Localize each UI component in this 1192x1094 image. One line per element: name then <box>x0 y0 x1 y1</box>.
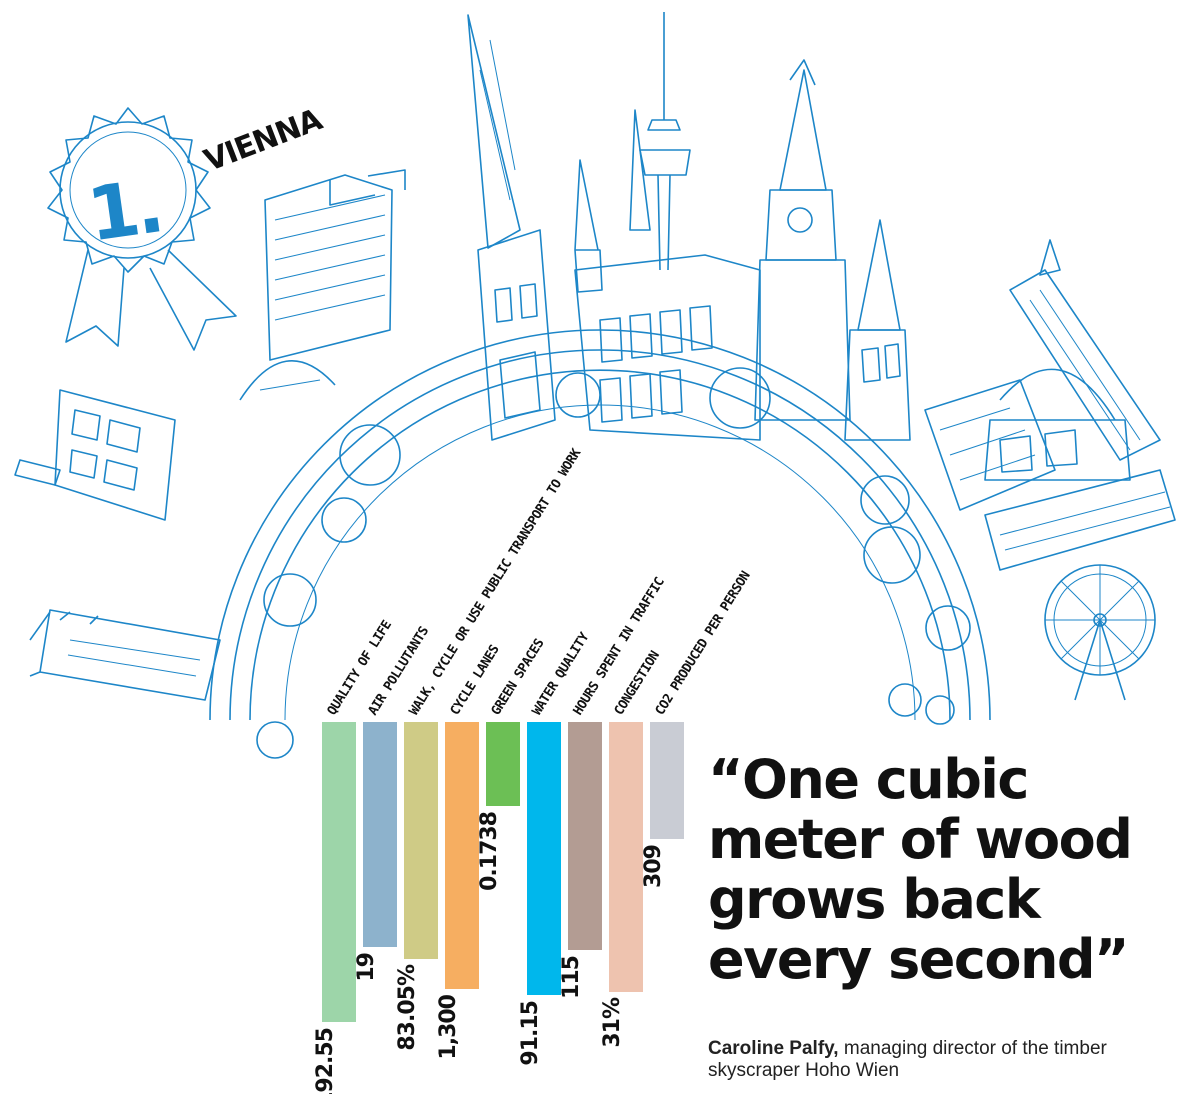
category-label: CO2 PRODUCED PER PERSON <box>653 569 754 719</box>
value-label: 31% <box>600 997 625 1048</box>
bar-4 <box>445 722 479 989</box>
value-label: 83.05% <box>395 964 420 1051</box>
bar-9 <box>650 722 684 839</box>
bar-2 <box>363 722 397 947</box>
value-label: 309 <box>641 845 666 888</box>
bar-7 <box>568 722 602 950</box>
bar-3 <box>404 722 438 959</box>
pull-quote: “One cubic meter of wood grows back ever… <box>708 748 1133 991</box>
value-label: 91.15 <box>518 1001 543 1066</box>
value-label: 19 <box>354 953 379 982</box>
bar-6 <box>527 722 561 995</box>
attribution: Caroline Palfy, managing director of the… <box>708 1038 1178 1082</box>
value-label: 0.1738 <box>477 812 502 891</box>
attribution-role: managing director of the timber skyscrap… <box>708 1038 1107 1081</box>
bar-8 <box>609 722 643 992</box>
bar-1 <box>322 722 356 1022</box>
bar-5 <box>486 722 520 806</box>
value-label: 115 <box>559 956 584 999</box>
value-label: 192.55 <box>313 1028 338 1094</box>
value-label: 1,300 <box>436 994 461 1059</box>
rank-number: 1. <box>82 163 166 259</box>
attribution-name: Caroline Palfy, <box>708 1038 839 1059</box>
